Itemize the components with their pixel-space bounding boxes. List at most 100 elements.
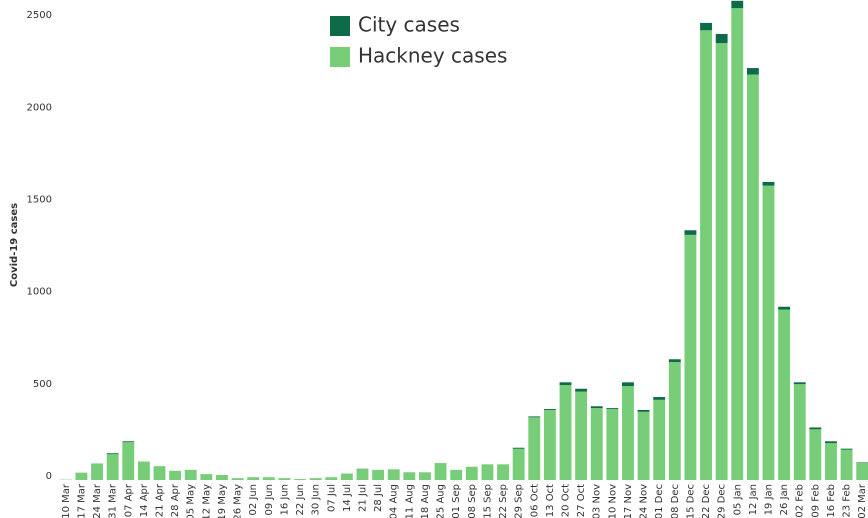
bar-segment (793, 382, 806, 385)
bar-segment (528, 417, 541, 480)
x-tick-label: 27 Oct (576, 484, 587, 517)
bar-segment (450, 469, 463, 480)
x-tick-label: 26 Jan (779, 484, 790, 515)
bar-segment (481, 464, 494, 480)
bar-segment (856, 463, 868, 480)
x-tick-label: 28 Jul (373, 484, 384, 512)
bar-segment (137, 461, 150, 480)
bar-segment (590, 406, 603, 409)
bar-segment (606, 408, 619, 410)
bar-segment (278, 478, 291, 480)
x-tick-label: 09 Feb (810, 484, 821, 518)
x-tick-label: 17 Nov (623, 484, 634, 518)
bar-segment (559, 382, 572, 386)
x-tick-label: 17 Mar (76, 483, 87, 518)
x-tick-label: 19 May (217, 484, 228, 518)
x-tick-label: 21 Apr (155, 483, 166, 517)
bar-segment (419, 472, 431, 480)
x-tick-label: 22 Sep (498, 484, 509, 518)
bar-segment (653, 397, 666, 400)
x-tick-label: 05 May (186, 484, 197, 518)
x-tick-label: 12 May (201, 484, 212, 518)
x-tick-label: 18 Aug (420, 484, 431, 518)
x-tick-label: 16 Feb (826, 484, 837, 518)
x-tick-label: 10 Nov (607, 484, 618, 518)
bar-segment (731, 0, 744, 9)
bar-segment (262, 477, 275, 480)
bar-segment (653, 399, 666, 480)
x-tick-label: 25 Aug (436, 484, 447, 518)
bar-segment (497, 464, 509, 480)
bar-segment (434, 463, 447, 480)
x-tick-label: 07 Jul (326, 484, 337, 512)
bar-segment (840, 448, 853, 450)
bar-segment (684, 230, 697, 235)
bar-segment (825, 441, 837, 444)
x-tick-label: 22 Jun (295, 484, 306, 516)
bar-segment (122, 441, 135, 443)
y-tick-label: 1500 (27, 195, 52, 206)
bar-segment (403, 472, 416, 480)
bar-segment (528, 416, 541, 418)
x-tick-label: 07 Apr (123, 483, 134, 517)
x-tick-label: 29 Dec (717, 484, 728, 518)
bar-segment (715, 43, 728, 480)
bar-segment (106, 453, 119, 455)
bar-segment (372, 469, 385, 480)
bar-segment (294, 479, 306, 480)
bar-segment (793, 384, 806, 480)
x-tick-label: 19 Jan (764, 484, 775, 515)
x-tick-label: 10 Mar (61, 483, 72, 518)
legend-swatch (330, 16, 350, 36)
bar-segment (512, 448, 525, 480)
bars (59, 0, 868, 481)
x-tick-label: 26 May (233, 484, 244, 518)
bar-segment (746, 74, 759, 481)
bar-segment (700, 22, 712, 31)
bar-segment (668, 359, 681, 363)
x-tick-label: 13 Oct (545, 484, 556, 517)
bar-segment (637, 411, 650, 480)
bar-segment (543, 409, 556, 410)
bar-segment (465, 466, 478, 480)
bar-segment (809, 427, 822, 430)
x-tick-label: 05 Jan (732, 484, 743, 515)
bar-segment (590, 408, 603, 480)
bar-segment (559, 385, 572, 480)
bar-segment (684, 234, 697, 480)
bar-segment (840, 449, 853, 480)
x-tick-label: 15 Dec (685, 484, 696, 518)
x-tick-label: 29 Sep (514, 484, 525, 518)
bar-segment (762, 185, 775, 480)
bar-segment (387, 469, 400, 480)
bar-segment (731, 8, 744, 481)
x-tick-label: 08 Sep (467, 484, 478, 518)
bar-segment (668, 362, 681, 480)
bar-segment (856, 462, 868, 464)
y-tick-label: 1000 (27, 287, 52, 298)
x-tick-label: 15 Sep (482, 484, 493, 518)
bar-segment (200, 474, 213, 480)
bar-segment (622, 386, 634, 480)
x-tick-label: 02 Jun (248, 484, 259, 516)
bar-segment (700, 30, 712, 481)
bar-segment (106, 454, 119, 480)
bar-segment (809, 429, 822, 480)
bar-segment (184, 469, 197, 480)
x-tick-label: 14 Apr (139, 483, 150, 517)
x-tick-label: 23 Feb (842, 484, 853, 518)
legend-box (322, 8, 512, 74)
y-axis-label: Covid-19 cases (9, 203, 20, 287)
bar-segment (762, 181, 775, 186)
legend-swatch (330, 47, 350, 67)
x-tick-label: 01 Sep (451, 484, 462, 518)
x-tick-label: 31 Mar (108, 483, 119, 518)
x-tick-label: 08 Dec (670, 484, 681, 518)
x-tick-label: 06 Oct (529, 484, 540, 517)
bar-segment (606, 409, 619, 480)
x-tick-label: 01 Dec (654, 484, 665, 518)
y-tick-label: 500 (33, 379, 52, 390)
bar-segment (231, 478, 244, 480)
bar-segment (575, 391, 588, 480)
